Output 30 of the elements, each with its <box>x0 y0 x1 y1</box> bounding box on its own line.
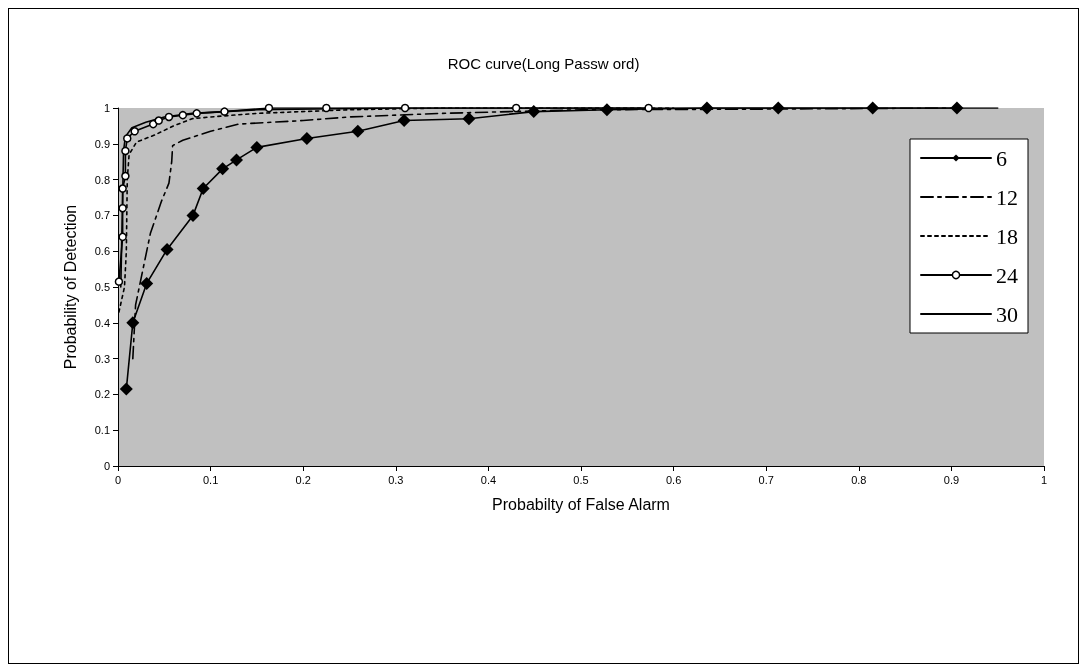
y-tick-label: 0.4 <box>94 316 110 329</box>
y-tick-label: 0.2 <box>94 388 110 401</box>
x-tick-label: 0.9 <box>943 473 960 486</box>
x-tick-label: 0.2 <box>295 473 311 486</box>
chart-title: ROC curve(Long Passw ord) <box>447 55 640 72</box>
legend-label: 18 <box>996 223 1018 249</box>
y-tick-label: 1 <box>103 102 110 114</box>
legend-label: 12 <box>996 184 1018 210</box>
y-tick-label: 0.9 <box>94 137 110 150</box>
y-tick-label: 0.3 <box>94 352 110 365</box>
x-tick-label: 0.3 <box>388 473 404 486</box>
x-tick-label: 0.4 <box>480 473 497 486</box>
y-tick-label: 0.8 <box>94 173 110 186</box>
x-tick-label: 0.6 <box>665 473 682 486</box>
x-tick-label: 1 <box>1040 473 1048 486</box>
x-tick-label: 0 <box>114 473 122 486</box>
x-tick-label: 0.1 <box>202 473 219 486</box>
legend-label: 24 <box>996 262 1018 288</box>
x-tick-label: 0.8 <box>851 473 867 486</box>
x-tick-label: 0.7 <box>758 473 774 486</box>
legend-label: 6 <box>996 145 1007 171</box>
y-tick-label: 0 <box>103 460 110 472</box>
y-tick-label: 0.5 <box>94 281 110 293</box>
x-axis-title: Probabilty of False Alarm <box>492 495 670 513</box>
x-tick-label: 0.5 <box>573 473 589 486</box>
y-tick-label: 0.6 <box>94 245 110 258</box>
y-tick-label: 0.7 <box>94 209 110 222</box>
legend-label: 30 <box>996 301 1018 327</box>
y-axis-title: Probability of Detection <box>61 204 79 370</box>
y-tick-label: 0.1 <box>94 424 110 437</box>
